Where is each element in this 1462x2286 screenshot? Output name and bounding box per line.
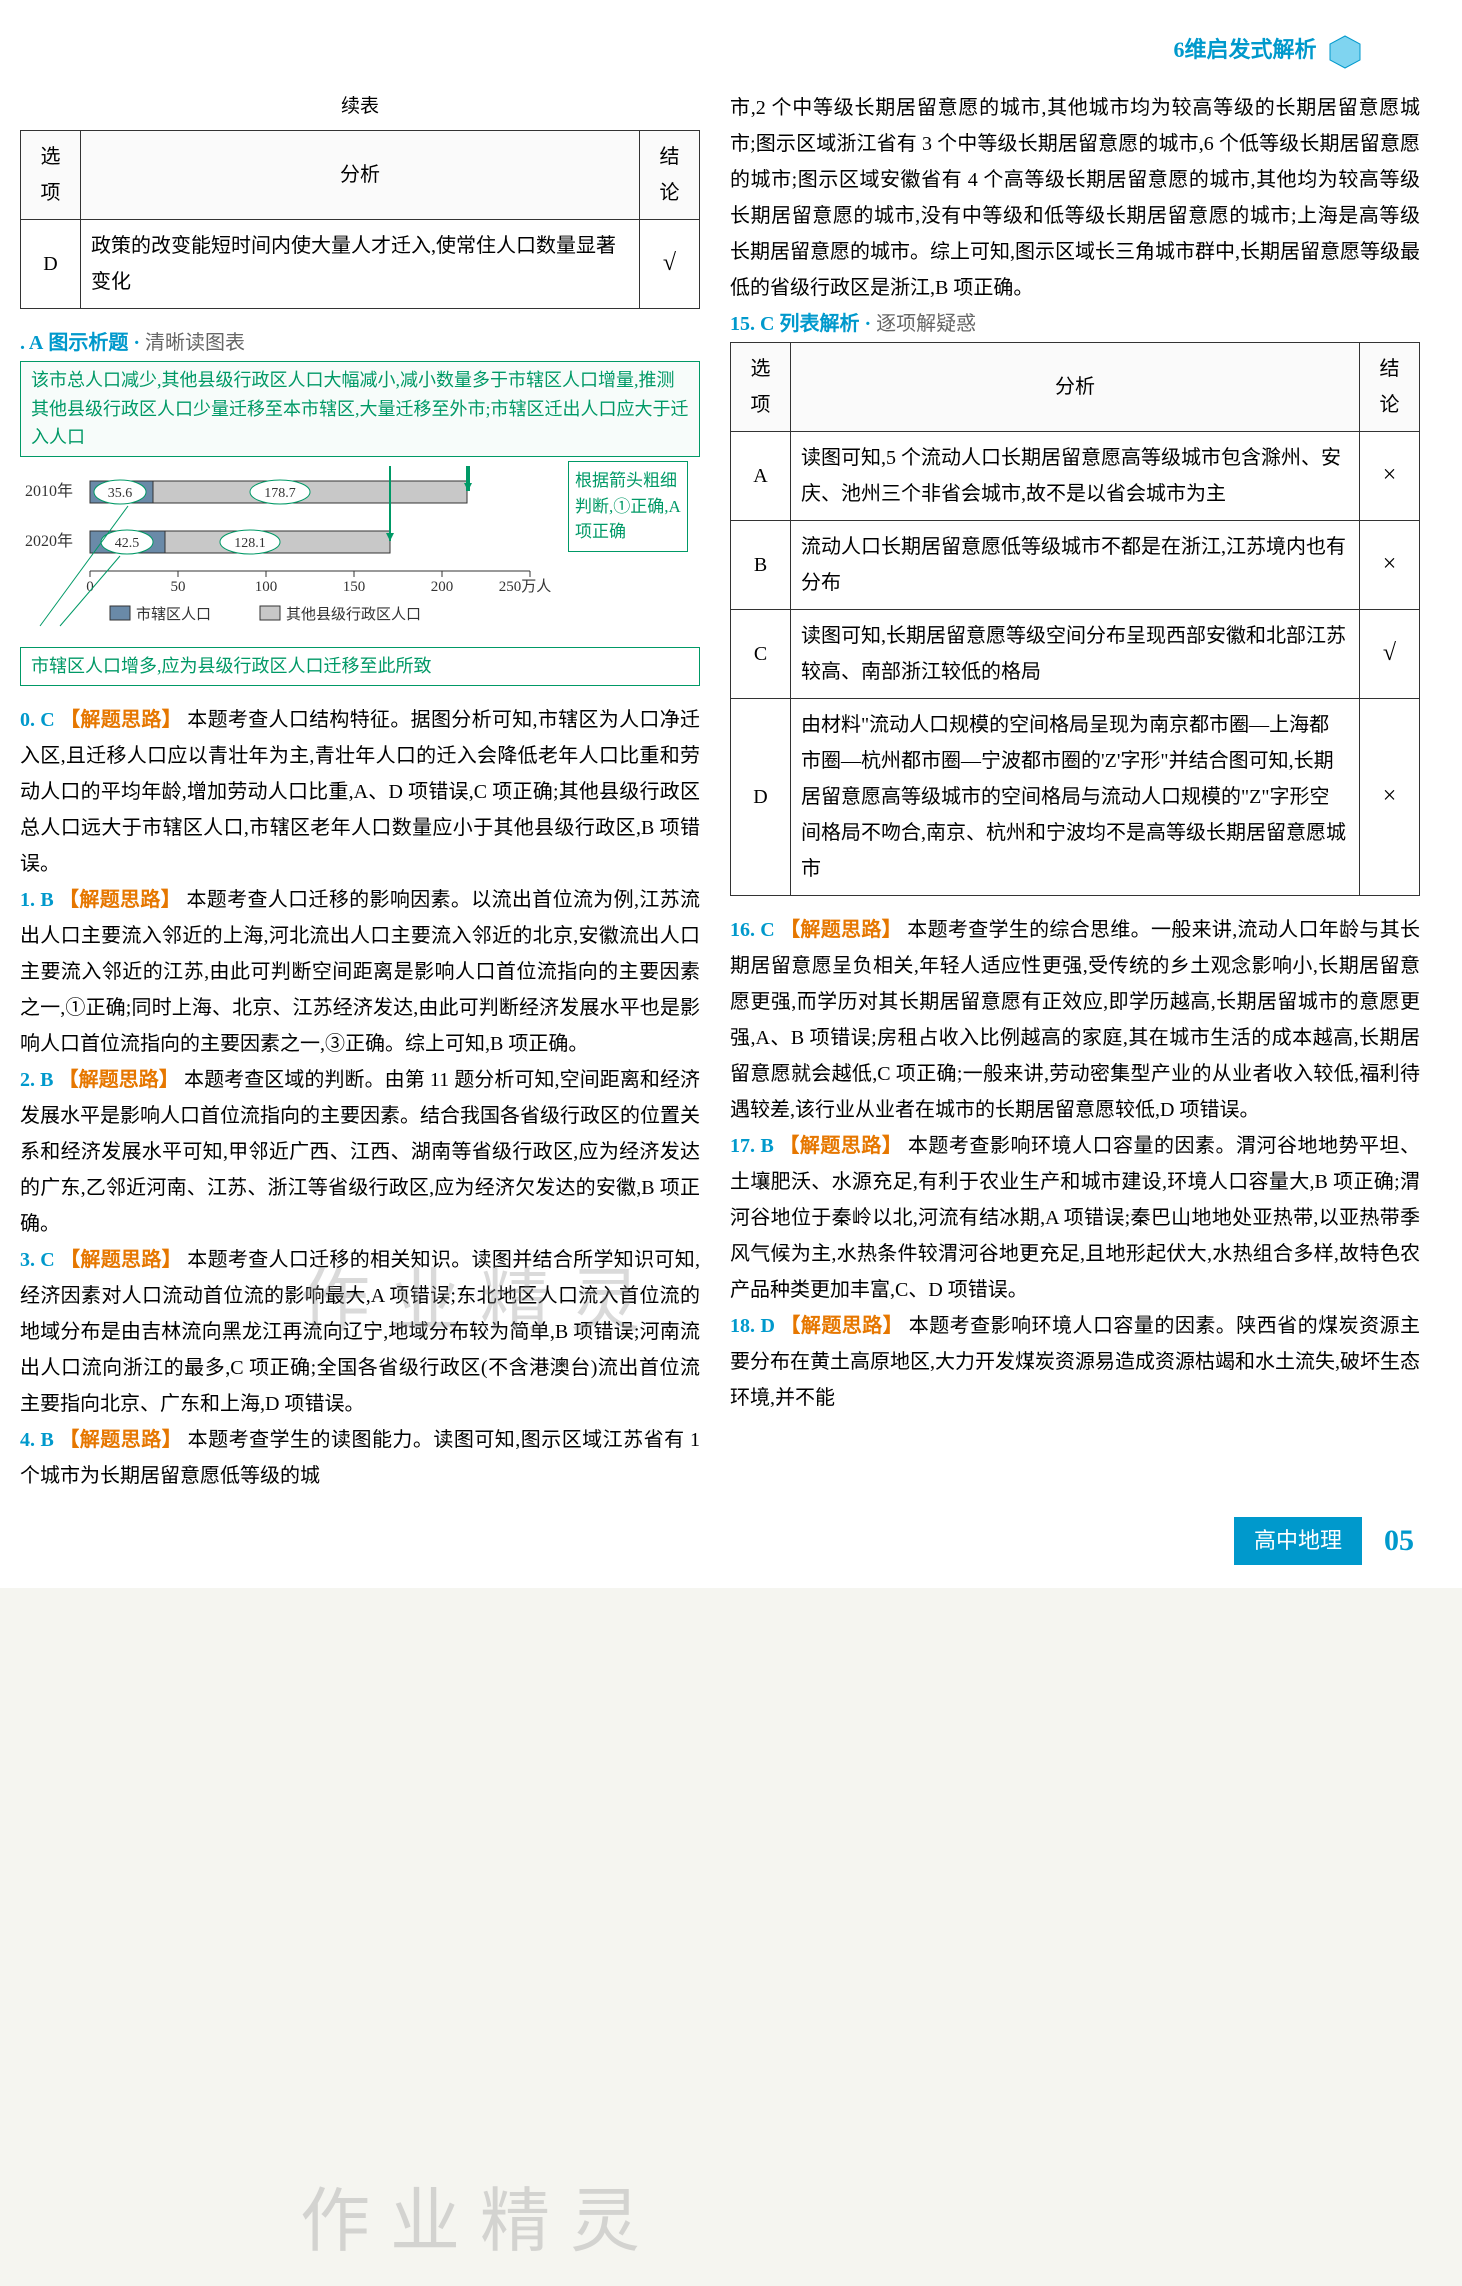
analysis-table-1: 选项 分析 结论 D 政策的改变能短时间内使大量人才迁入,使常住人口数量显著变化… [20, 130, 700, 309]
para-q11: 1. B 【解题思路】 本题考查人口迁移的影响因素。以流出首位流为例,江苏流出人… [20, 882, 700, 1062]
page-header: 6维启发式解析 [20, 30, 1422, 70]
chart-wrap: 0 50 100 150 200 250万人 2010年 35.6 [20, 461, 700, 643]
para-q17: 17. B 【解题思路】 本题考查影响环境人口容量的因素。渭河谷地地势平坦、土壤… [730, 1128, 1420, 1308]
q11-num: 1. B [20, 889, 54, 911]
cell-mark: √ [1360, 609, 1420, 698]
cell-option: A [731, 431, 791, 520]
svg-text:250万人: 250万人 [499, 578, 552, 595]
q9-heading: . A 图示析题 · 清晰读图表 [20, 325, 700, 361]
q13-label: 【解题思路】 [60, 1249, 182, 1271]
q9-sub: 清晰读图表 [145, 332, 245, 354]
para-q10: 0. C 【解题思路】 本题考查人口结构特征。据图分析可知,市辖区为人口净迁入区… [20, 702, 700, 882]
svg-text:0: 0 [86, 579, 94, 595]
svg-text:2010年: 2010年 [25, 482, 73, 500]
svg-text:50: 50 [171, 579, 186, 595]
th-conclusion: 结论 [640, 130, 700, 219]
hexagon-icon [1328, 35, 1362, 69]
q10-label: 【解题思路】 [60, 709, 182, 731]
q11-label: 【解题思路】 [59, 889, 181, 911]
cell-mark: √ [640, 219, 700, 308]
q12-label: 【解题思路】 [59, 1069, 179, 1091]
table-continue-caption: 续表 [20, 90, 700, 124]
para-q13: 3. C 【解题思路】 本题考查人口迁移的相关知识。读图并结合所学知识可知,经济… [20, 1242, 700, 1422]
cell-option: B [731, 520, 791, 609]
para-q16: 16. C 【解题思路】 本题考查学生的综合思维。一般来讲,流动人口年龄与其长期… [730, 912, 1420, 1128]
th-conclusion: 结论 [1360, 342, 1420, 431]
diagram-top-note: 该市总人口减少,其他县级行政区人口大幅减小,减小数量多于市辖区人口增量,推测其他… [20, 361, 700, 457]
right-column: 市,2 个中等级长期居留意愿的城市,其他城市均为较高等级的长期居留意愿城市;图示… [730, 90, 1420, 1494]
svg-text:2020年: 2020年 [25, 532, 73, 550]
q17-label: 【解题思路】 [779, 1135, 902, 1157]
th-analysis: 分析 [791, 342, 1360, 431]
cell-mark: × [1360, 520, 1420, 609]
q14-num: 4. B [20, 1429, 54, 1451]
q18-num: 18. D [730, 1315, 775, 1337]
q13-num: 3. C [20, 1249, 55, 1271]
q12-text: 本题考查区域的判断。由第 11 题分析可知,空间距离和经济发展水平是影响人口首位… [20, 1069, 700, 1235]
svg-text:178.7: 178.7 [264, 486, 296, 501]
para-q18: 18. D 【解题思路】 本题考查影响环境人口容量的因素。陕西省的煤炭资源主要分… [730, 1308, 1420, 1416]
right-intro: 市,2 个中等级长期居留意愿的城市,其他城市均为较高等级的长期居留意愿城市;图示… [730, 90, 1420, 306]
q17-text: 本题考查影响环境人口容量的因素。渭河谷地地势平坦、土壤肥沃、水源充足,有利于农业… [730, 1135, 1420, 1301]
left-column: 续表 选项 分析 结论 D 政策的改变能短时间内使大量人才迁入,使常住人口数量显… [20, 90, 700, 1494]
cell-option: C [731, 609, 791, 698]
header-title: 6维启发式解析 [1173, 37, 1316, 62]
footer-label: 高中地理 [1234, 1517, 1362, 1565]
q14-label: 【解题思路】 [59, 1429, 182, 1451]
cell-option: D [21, 219, 81, 308]
svg-text:200: 200 [431, 579, 454, 595]
q13-text: 本题考查人口迁移的相关知识。读图并结合所学知识可知,经济因素对人口流动首位流的影… [20, 1249, 700, 1415]
q16-num: 16. C [730, 919, 775, 941]
q16-text: 本题考查学生的综合思维。一般来讲,流动人口年龄与其长期居留意愿呈负相关,年轻人适… [730, 919, 1420, 1121]
footer-page-number: 05 [1376, 1514, 1422, 1568]
cell-analysis: 政策的改变能短时间内使大量人才迁入,使常住人口数量显著变化 [81, 219, 640, 308]
cell-analysis: 读图可知,5 个流动人口长期居留意愿高等级城市包含滁州、安庆、池州三个非省会城市… [791, 431, 1360, 520]
q10-text: 本题考查人口结构特征。据图分析可知,市辖区为人口净迁入区,且迁移人口应以青壮年为… [20, 709, 700, 875]
bar-chart: 0 50 100 150 200 250万人 2010年 35.6 [20, 461, 560, 643]
cell-option: D [731, 698, 791, 895]
q9-title: 图示析题 · [48, 332, 145, 354]
table-row: D 由材料"流动人口规模的空间格局呈现为南京都市圈—上海都市圈—杭州都市圈—宁波… [731, 698, 1420, 895]
svg-text:35.6: 35.6 [108, 486, 133, 501]
svg-text:市辖区人口: 市辖区人口 [136, 606, 211, 623]
page-footer: 高中地理 05 [20, 1514, 1422, 1568]
table-row: B 流动人口长期居留意愿低等级城市不都是在浙江,江苏境内也有分布 × [731, 520, 1420, 609]
table-row: A 读图可知,5 个流动人口长期居留意愿高等级城市包含滁州、安庆、池州三个非省会… [731, 431, 1420, 520]
q15-heading: 15. C 列表解析 · 逐项解疑惑 [730, 306, 1420, 342]
para-q14: 4. B 【解题思路】 本题考查学生的读图能力。读图可知,图示区域江苏省有 1 … [20, 1422, 700, 1494]
q10-num: 0. C [20, 709, 55, 731]
table-row: C 读图可知,长期居留意愿等级空间分布呈现西部安徽和北部江苏较高、南部浙江较低的… [731, 609, 1420, 698]
th-analysis: 分析 [81, 130, 640, 219]
q9-num: . A [20, 332, 43, 354]
cell-analysis: 读图可知,长期居留意愿等级空间分布呈现西部安徽和北部江苏较高、南部浙江较低的格局 [791, 609, 1360, 698]
q18-label: 【解题思路】 [780, 1315, 903, 1337]
analysis-table-2: 选项 分析 结论 A 读图可知,5 个流动人口长期居留意愿高等级城市包含滁州、安… [730, 342, 1420, 896]
cell-mark: × [1360, 431, 1420, 520]
cell-analysis: 流动人口长期居留意愿低等级城市不都是在浙江,江苏境内也有分布 [791, 520, 1360, 609]
q15-sub: 逐项解疑惑 [876, 313, 976, 335]
chart-side-note: 根据箭头粗细判断,①正确,A项正确 [568, 461, 688, 552]
svg-text:150: 150 [343, 579, 366, 595]
q12-num: 2. B [20, 1069, 53, 1091]
svg-text:128.1: 128.1 [234, 536, 266, 551]
cell-analysis: 由材料"流动人口规模的空间格局呈现为南京都市圈—上海都市圈—杭州都市圈—宁波都市… [791, 698, 1360, 895]
q17-num: 17. B [730, 1135, 774, 1157]
th-option: 选项 [21, 130, 81, 219]
q11-text: 本题考查人口迁移的影响因素。以流出首位流为例,江苏流出人口主要流入邻近的上海,河… [20, 889, 700, 1055]
watermark-2: 作业精灵 [300, 2160, 660, 2286]
th-option: 选项 [731, 342, 791, 431]
q15-title: 列表解析 · [779, 313, 876, 335]
para-q12: 2. B 【解题思路】 本题考查区域的判断。由第 11 题分析可知,空间距离和经… [20, 1062, 700, 1242]
diagram-bottom-note: 市辖区人口增多,应为县级行政区人口迁移至此所致 [20, 647, 700, 686]
table-row: D 政策的改变能短时间内使大量人才迁入,使常住人口数量显著变化 √ [21, 219, 700, 308]
cell-mark: × [1360, 698, 1420, 895]
q16-label: 【解题思路】 [780, 919, 902, 941]
svg-text:其他县级行政区人口: 其他县级行政区人口 [286, 606, 421, 623]
svg-text:100: 100 [255, 579, 278, 595]
q15-num: 15. C [730, 313, 774, 335]
svg-text:42.5: 42.5 [115, 536, 140, 551]
